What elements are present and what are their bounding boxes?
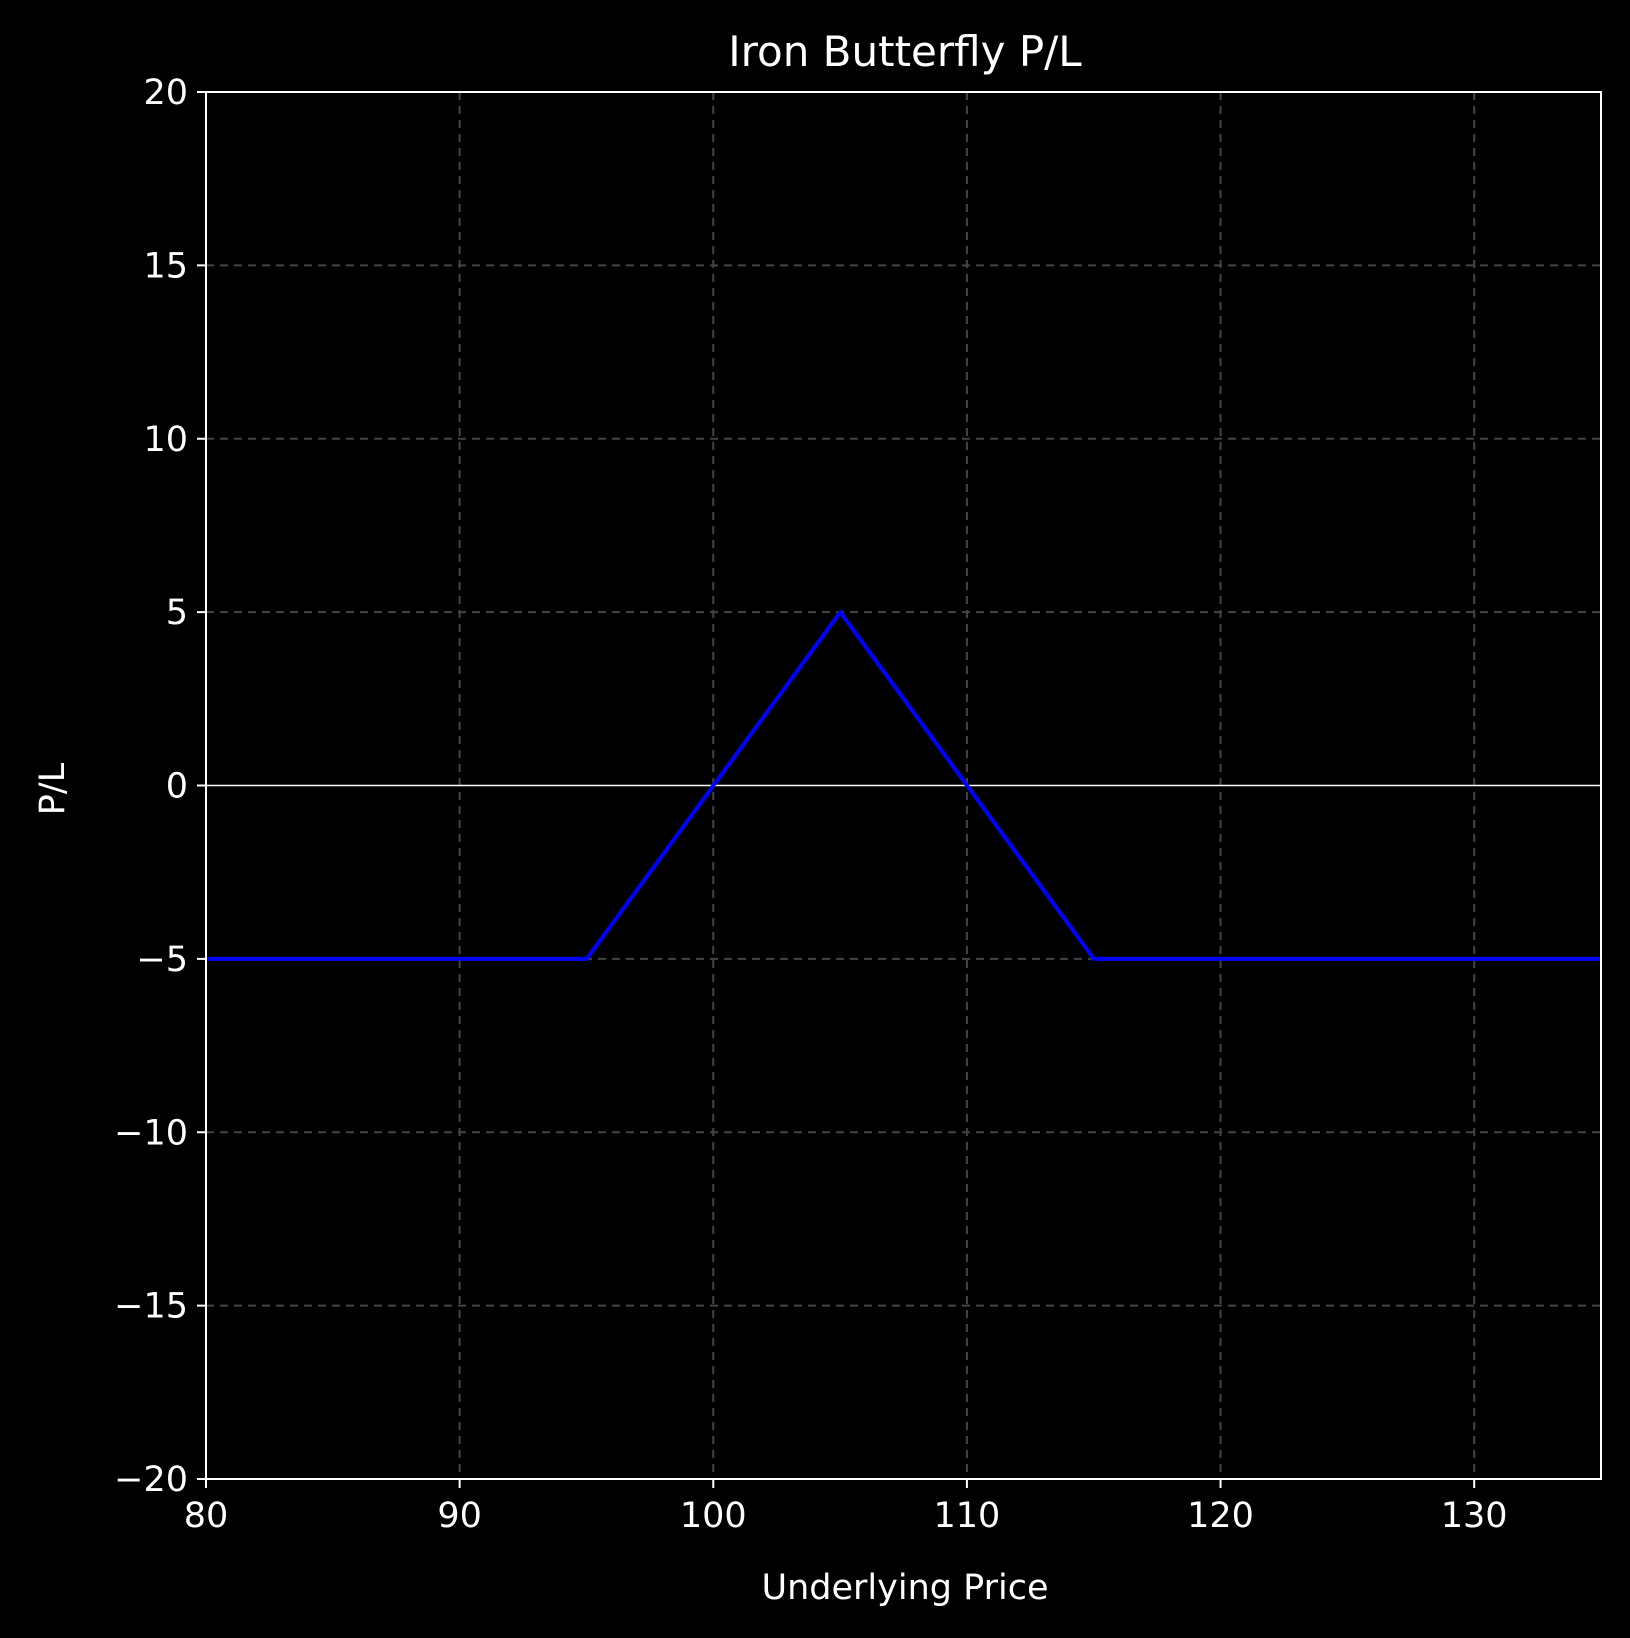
y-tick-label: −15 (114, 1287, 188, 1327)
x-axis-label: Underlying Price (761, 1568, 1048, 1608)
chart-title: Iron Butterfly P/L (728, 27, 1082, 76)
y-tick-label: −20 (114, 1460, 188, 1500)
y-axis-ticks: −20 −15 −10 −5 0 5 10 15 20 (114, 73, 206, 1500)
y-tick-label: 0 (166, 767, 188, 807)
x-tick-label: 120 (1187, 1496, 1254, 1536)
y-tick-label: 10 (143, 420, 188, 460)
series-line-0 (206, 610, 1601, 961)
x-tick-label: 80 (184, 1496, 229, 1536)
series-layer (206, 610, 1601, 961)
x-axis-ticks: 80 90 100 110 120 130 (184, 1479, 1508, 1536)
x-tick-label: 100 (680, 1496, 747, 1536)
x-tick-label: 90 (437, 1496, 482, 1536)
y-tick-label: 20 (143, 73, 188, 113)
y-tick-label: 5 (166, 593, 188, 633)
y-axis-label: P/L (33, 762, 73, 815)
y-tick-label: −10 (114, 1113, 188, 1153)
x-tick-label: 110 (934, 1496, 1001, 1536)
y-tick-label: −5 (136, 940, 188, 980)
x-tick-label: 130 (1441, 1496, 1508, 1536)
y-tick-label: 15 (143, 246, 188, 286)
